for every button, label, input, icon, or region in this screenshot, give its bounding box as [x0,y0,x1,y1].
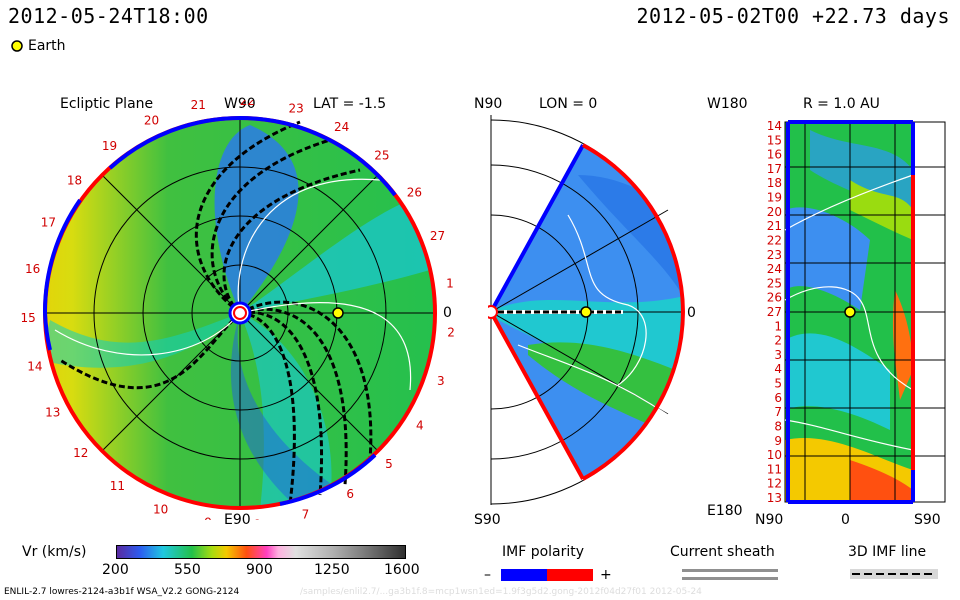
sphere-rotation-label: 2 [774,334,782,348]
sphere-rotation-label: 27 [767,305,782,319]
carrington-tick-label: 5 [385,457,393,471]
sphere-rotation-label: 7 [774,405,782,419]
carrington-tick-label: 23 [288,102,303,116]
carrington-tick-label: 6 [346,487,354,501]
sphere-bottom-left: E180 [707,503,743,519]
carrington-tick-label: 10 [153,503,168,517]
colorbar-tick-1600: 1600 [384,562,420,578]
earth-marker-icon [332,307,344,319]
sphere-rotation-label: 19 [767,191,782,205]
carrington-tick-label: 27 [430,229,445,243]
model-info: ENLIL-2.7 lowres-2124-a3b1f WSA_V2.2 GON… [4,587,240,597]
sphere-rotation-label: 9 [774,434,782,448]
carrington-tick-label: 21 [191,100,206,112]
carrington-tick-label: 14 [27,360,42,374]
sun-marker-icon [228,301,252,325]
carrington-tick-label: 22 [240,100,255,108]
carrington-tick-label: 18 [67,174,82,188]
sphere-rotation-label: 1 [774,319,782,333]
ecliptic-plot: 1234567891011121314151617181920212223242… [20,100,455,520]
sphere-rotation-label: 14 [767,119,782,133]
carrington-tick-label: 25 [374,149,389,163]
sphere-bottom-s: S90 [914,512,941,528]
imf-polarity-positive-swatch [547,569,593,581]
ecliptic-top-label: W90 [224,96,256,112]
carrington-tick-label: 9 [204,516,212,520]
imf-polarity-title: IMF polarity [502,544,585,560]
carrington-tick-label: 4 [416,418,424,432]
sphere-rotation-label: 15 [767,133,782,147]
carrington-tick-label: 26 [407,185,422,199]
carrington-tick-label: 15 [20,311,35,325]
current-sheath-line-top [682,569,778,572]
colorbar-tick-550: 550 [174,562,201,578]
ecliptic-right-label: 0 [443,305,452,321]
meridional-bottom-label: S90 [474,512,501,528]
colorbar-tick-1250: 1250 [314,562,350,578]
carrington-tick-label: 13 [45,406,60,420]
ecliptic-bottom-label: E90 [224,512,251,528]
carrington-tick-label: 16 [25,262,40,276]
meridional-right-label: 0 [687,305,696,321]
carrington-tick-label: 7 [302,508,310,520]
imf-polarity-plus: + [600,567,612,583]
current-sheath-title: Current sheath [670,544,775,560]
earth-marker-icon [11,40,23,52]
sphere-bottom-0: 0 [841,512,850,528]
sphere-rotation-label: 18 [767,176,782,190]
sphere-rotation-label: 4 [774,362,782,376]
sphere-rotation-label: 25 [767,276,782,290]
current-sheath-line-bottom [682,577,778,580]
carrington-tick-label: 20 [144,113,159,127]
imf-polarity-negative-swatch [501,569,547,581]
sphere-rotation-label: 11 [767,462,782,476]
imf-line-swatch [850,569,938,579]
colorbar-scale [116,545,406,559]
ecliptic-lat-label: LAT = -1.5 [313,96,387,112]
carrington-tick-label: 8 [253,517,261,520]
sphere-rotation-label: 5 [774,377,782,391]
sphere-rotation-label: 12 [767,477,782,491]
earth-legend: Earth [10,38,66,54]
meridional-top-label: N90 [474,96,503,112]
sphere-rotation-label: 16 [767,148,782,162]
carrington-tick-label: 19 [102,139,117,153]
sphere-rotation-label: 17 [767,162,782,176]
carrington-tick-label: 24 [334,120,349,134]
carrington-tick-label: 17 [41,215,56,229]
carrington-tick-label: 11 [110,479,125,493]
sphere-rotation-label: 24 [767,262,782,276]
imf-polarity-minus: – [484,567,491,583]
colorbar-tick-200: 200 [102,562,129,578]
sphere-rotation-label: 22 [767,234,782,248]
sphere-top-left: W180 [707,96,748,112]
carrington-tick-label: 12 [73,446,88,460]
sphere-plot: 1415161718192021222324252627123456789101… [767,119,946,505]
carrington-tick-label: 2 [447,326,455,340]
carrington-tick-label: 1 [446,277,454,291]
earth-legend-label: Earth [28,38,66,54]
colorbar-tick-900: 900 [246,562,273,578]
colorbar-title: Vr (km/s) [22,544,87,560]
ecliptic-title: Ecliptic Plane [60,96,154,112]
sphere-rotation-label: 8 [774,420,782,434]
sphere-bottom-n: N90 [755,512,784,528]
imf-line-title: 3D IMF line [848,544,927,560]
current-time: 2012-05-24T18:00 [8,4,209,28]
meridional-lon-label: LON = 0 [539,96,598,112]
sphere-rotation-label: 21 [767,219,782,233]
sphere-title: R = 1.0 AU [803,96,880,112]
sphere-rotation-label: 10 [767,448,782,462]
carrington-tick-label: 3 [437,374,445,388]
meridional-plot [488,115,686,505]
sphere-rotation-label: 6 [774,391,782,405]
sphere-rotation-label: 23 [767,248,782,262]
sphere-rotation-label: 26 [767,291,782,305]
sphere-rotation-label: 20 [767,205,782,219]
sphere-rotation-label: 13 [767,491,782,505]
path-info: /samples/enlil2.7/...ga3b1f.8=mcp1wsn1ed… [300,587,702,597]
reference-time: 2012-05-02T00 +22.73 days [636,4,950,28]
sphere-rotation-label: 3 [774,348,782,362]
